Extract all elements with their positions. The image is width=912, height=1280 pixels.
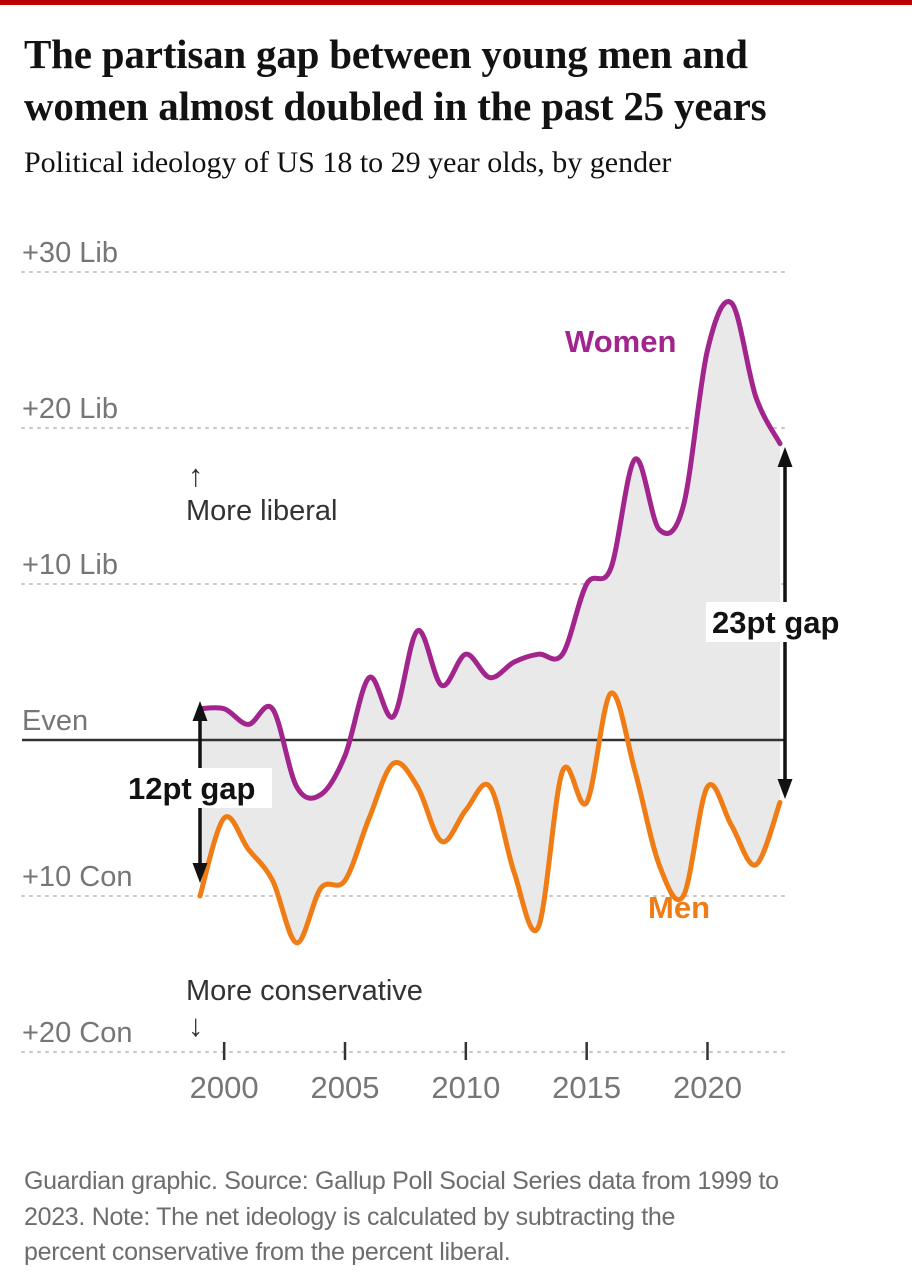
women-series-label: Women [565, 324, 676, 359]
men-series-line [197, 691, 783, 946]
men-series-label: Men [648, 890, 710, 925]
women-series-line [197, 299, 783, 801]
gridlines-layer [21, 271, 787, 1054]
chart-subtitle: Political ideology of US 18 to 29 year o… [24, 146, 672, 180]
x-axis-tick-label: 2000 [190, 1070, 259, 1105]
more-liberal-arrow-icon: ↑ [188, 458, 204, 493]
y-axis-label: +30 Lib [22, 237, 118, 269]
source-note-line-3: percent conservative from the percent li… [24, 1238, 511, 1267]
source-note: Guardian graphic. Source: Gallup Poll So… [0, 1150, 912, 1271]
page-title: The partisan gap between young men and w… [24, 29, 888, 132]
header: The partisan gap between young men and w… [0, 5, 912, 180]
x-axis-tick-label: 2020 [673, 1070, 742, 1105]
x-axis-tick-label: 2005 [311, 1070, 380, 1105]
y-axis-label: +10 Lib [22, 549, 118, 581]
y-axis-label: +10 Con [22, 861, 132, 893]
y-axis-labels: +30 Lib +20 Lib +10 Lib Even +10 Con +20 Con [22, 237, 132, 1049]
more-conservative-arrow-icon: ↓ [188, 1008, 204, 1043]
y-axis-label: +20 Lib [22, 393, 118, 425]
gap-label-2023: 23pt gap [712, 605, 839, 640]
top-accent-bar [0, 0, 912, 5]
gap-label-1999-background [122, 768, 272, 809]
x-axis-tick-label: 2015 [552, 1070, 621, 1105]
more-conservative-label: More conservative [186, 975, 423, 1007]
title-line-2: women almost doubled in the past 25 year… [24, 82, 767, 129]
title-line-1: The partisan gap between young men and [24, 31, 748, 77]
gap-label-2023-background [706, 602, 862, 643]
source-note-line-2: 2023. Note: The net ideology is calculat… [24, 1202, 676, 1231]
y-axis-label: Even [22, 705, 88, 737]
x-axis-tick-label: 2010 [431, 1070, 500, 1105]
x-axis: 2000 2005 2010 2015 2020 [190, 1042, 742, 1105]
more-liberal-label: More liberal [186, 495, 338, 527]
gap-label-1999: 12pt gap [128, 771, 255, 806]
y-axis-label: +20 Con [22, 1017, 132, 1049]
source-note-line-1: Guardian graphic. Source: Gallup Poll So… [24, 1167, 779, 1196]
